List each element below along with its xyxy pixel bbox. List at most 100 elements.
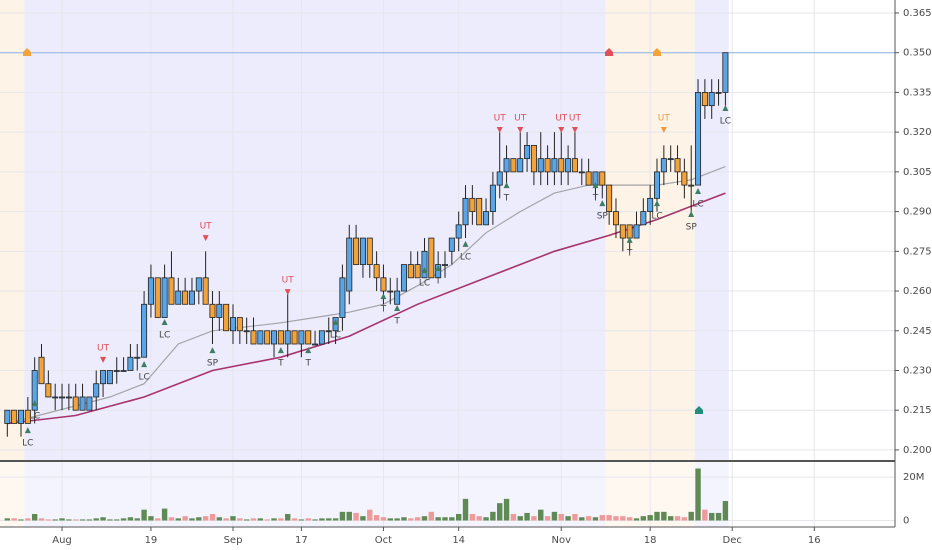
volume-bar — [695, 468, 701, 521]
candle-body — [216, 303, 223, 318]
candle-body — [626, 224, 633, 239]
candle-body — [291, 330, 298, 345]
candle-body — [182, 290, 189, 305]
volume-bar — [654, 511, 660, 521]
volume-bar — [565, 516, 571, 521]
candle-body — [394, 290, 401, 305]
signal-label: T — [380, 305, 387, 315]
volume-bar — [107, 519, 113, 521]
volume-bar — [531, 516, 537, 521]
candle-body — [93, 383, 100, 398]
candle-body — [489, 184, 496, 212]
volume-bar — [387, 518, 393, 521]
signal-label: UT — [658, 114, 671, 124]
volume-bar — [59, 518, 65, 521]
candle-body — [209, 303, 216, 318]
signal-arrow — [695, 187, 702, 194]
signal-label: LC — [330, 331, 341, 341]
candle-body — [195, 277, 202, 292]
candle-body — [544, 158, 551, 173]
signal-label: T — [626, 248, 633, 258]
volume-bar — [148, 516, 154, 521]
candle-body — [414, 264, 421, 279]
signal-label: UT — [200, 222, 213, 232]
x-tick-label: Aug — [52, 535, 72, 546]
flag-marker — [23, 48, 31, 56]
volume-bar — [394, 518, 400, 521]
signal-label: SP — [686, 222, 698, 232]
candle-body — [483, 211, 490, 226]
volume-bar — [216, 517, 223, 521]
candle-body — [619, 224, 626, 239]
signal-arrow — [558, 127, 565, 134]
candle-body — [154, 277, 161, 318]
volume-bar — [435, 517, 441, 521]
signal-arrow — [209, 347, 216, 354]
signal-arrow — [435, 265, 442, 272]
signal-label: LC — [692, 199, 703, 209]
volume-bar — [709, 512, 715, 521]
candle-body — [100, 370, 107, 385]
signal-arrow — [722, 105, 729, 112]
candle-body — [654, 171, 661, 199]
signal-label: T — [393, 316, 400, 326]
signal-arrow — [496, 127, 503, 134]
candle-body — [537, 158, 544, 173]
signal-arrow — [305, 347, 312, 354]
volume-bar — [572, 514, 578, 521]
volume-bar — [161, 508, 168, 521]
x-tick-label: Dec — [723, 535, 742, 546]
volume-bar — [490, 511, 496, 521]
volume-bar — [408, 518, 414, 521]
candle-body — [257, 330, 264, 345]
candle-body — [517, 158, 524, 173]
candle-body — [715, 92, 722, 94]
volume-bar — [449, 517, 455, 521]
x-tick-label: 19 — [145, 535, 158, 546]
volume-bar — [455, 514, 462, 521]
volume-bar — [353, 512, 359, 521]
volume-bar — [257, 518, 264, 521]
candle-body — [510, 158, 517, 173]
volume-bar — [633, 518, 640, 521]
candle-body — [4, 409, 11, 424]
volume-bar — [243, 519, 250, 521]
signal-arrow — [599, 200, 606, 207]
candle-body — [250, 330, 257, 345]
session-bands — [0, 0, 729, 527]
volume-bar — [189, 518, 195, 521]
candle-body — [633, 224, 640, 239]
y-tick-label: 0.335 — [903, 87, 932, 98]
moving-average — [7, 192, 726, 425]
flag-marker — [695, 406, 703, 414]
candle-body — [462, 197, 469, 226]
candle-body — [353, 237, 360, 265]
candle-body — [380, 277, 387, 292]
volume-bar — [73, 519, 79, 521]
volume-bar — [599, 515, 605, 521]
volume-bar — [66, 519, 72, 521]
volume-bar — [503, 498, 510, 521]
volume-bar — [79, 519, 86, 521]
candle-body — [599, 171, 606, 186]
candle-body — [667, 158, 674, 161]
candle-body — [188, 290, 195, 305]
signal-label: SP — [207, 359, 219, 369]
volume-bar — [346, 511, 352, 521]
volume-bar — [428, 511, 435, 521]
candle-body — [52, 396, 59, 399]
volume-bar — [551, 511, 558, 521]
candle-body — [674, 158, 681, 173]
volume-bar — [271, 518, 277, 521]
volume-bar — [497, 503, 503, 521]
signal-arrow — [592, 182, 599, 189]
volume-bar — [319, 518, 325, 521]
grid — [0, 0, 895, 527]
signal-arrow — [394, 304, 401, 311]
candle-body — [448, 237, 455, 252]
volume-bar — [209, 514, 216, 521]
candle-body — [660, 158, 667, 173]
candle-body — [134, 356, 141, 359]
signal-label: T — [503, 194, 510, 204]
candle-body — [366, 237, 373, 265]
